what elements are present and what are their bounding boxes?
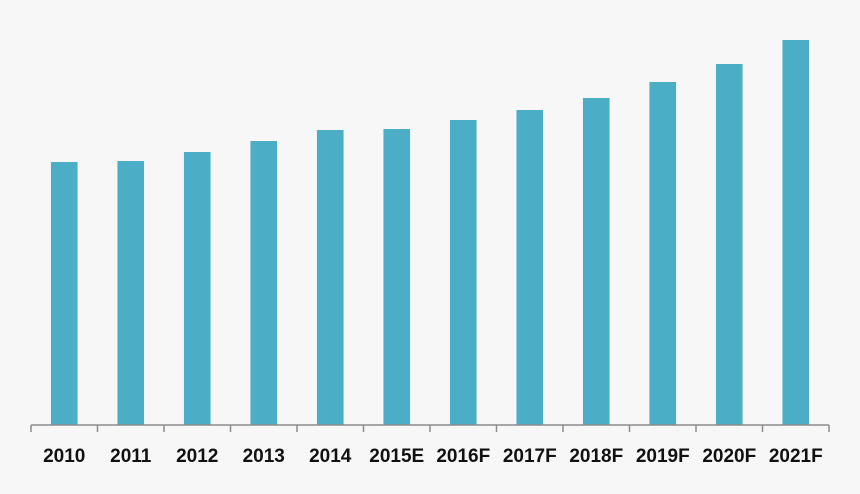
x-tick-label: 2010 [43,446,85,467]
x-tick-label: 2020F [702,446,756,467]
bar [183,152,211,425]
bar [582,98,610,425]
x-tick-label: 2016F [436,446,490,467]
bar [782,40,810,425]
x-tick-label: 2019F [636,446,690,467]
bar [649,82,677,425]
x-tick-label: 2011 [110,446,152,467]
bar [516,110,544,425]
x-tick-label: 2015E [369,446,424,467]
bar [449,120,477,425]
x-tick-label: 2018F [569,446,623,467]
bar [316,130,344,425]
bar [383,129,411,425]
bar [715,64,743,425]
x-tick-label: 2014 [309,446,352,467]
x-tick-label: 2017F [503,446,557,467]
x-tick-label: 2012 [176,446,218,467]
bar [117,161,145,425]
bar [250,141,278,425]
bar [50,162,78,425]
x-tick-label: 2013 [243,446,285,467]
x-tick-label: 2021F [769,446,823,467]
